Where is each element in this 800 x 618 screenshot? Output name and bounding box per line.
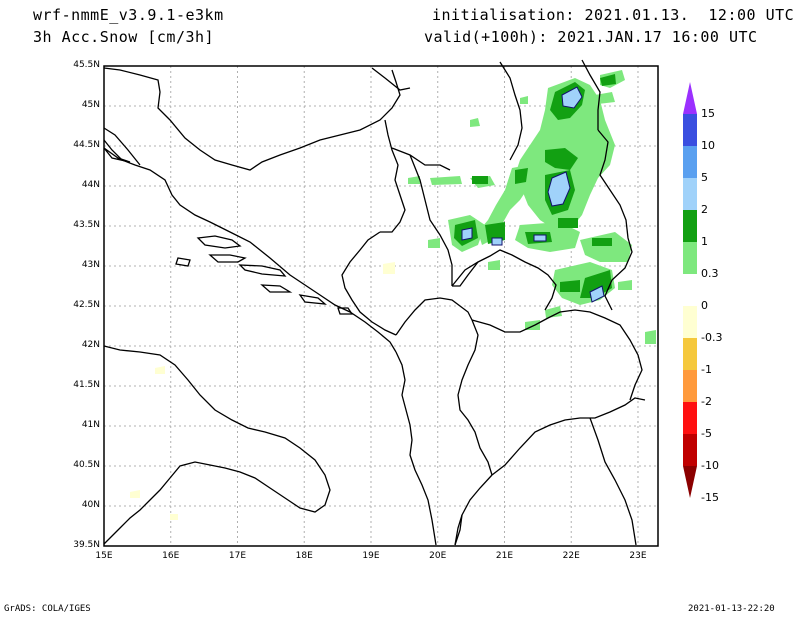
colorbar-top-arrow bbox=[683, 82, 697, 114]
colorbar-label: -0.3 bbox=[701, 331, 723, 344]
lat-label: 40N bbox=[81, 500, 100, 510]
colorbar-segment bbox=[683, 242, 697, 274]
lat-label: 45.5N bbox=[73, 60, 100, 70]
colorbar-segment bbox=[683, 274, 697, 306]
colorbar-segment bbox=[683, 210, 697, 242]
field-title: 3h Acc.Snow [cm/3h] bbox=[33, 28, 215, 46]
colorbar-segment bbox=[683, 370, 697, 402]
colorbar-label: -5 bbox=[701, 427, 712, 440]
lat-label: 45N bbox=[81, 100, 100, 110]
lon-label: 17E bbox=[228, 551, 247, 561]
lat-label: 44.5N bbox=[73, 140, 100, 150]
snow-field bbox=[130, 70, 656, 520]
snow-0.3-1 bbox=[408, 70, 656, 344]
valid-time: valid(+100h): 2021.JAN.17 16:00 UTC bbox=[424, 28, 758, 46]
lat-label: 41.5N bbox=[73, 380, 100, 390]
lat-label: 42N bbox=[81, 340, 100, 350]
colorbar-segment bbox=[683, 114, 697, 146]
lon-label: 23E bbox=[629, 551, 647, 561]
colorbar-label: -1 bbox=[701, 363, 712, 376]
coastlines bbox=[103, 127, 463, 546]
lon-label: 15E bbox=[95, 551, 113, 561]
map-frame bbox=[103, 65, 659, 547]
colorbar-bottom-arrow bbox=[683, 466, 697, 498]
colorbar-segment bbox=[683, 146, 697, 178]
colorbar-segment bbox=[683, 434, 697, 466]
colorbar-label: 5 bbox=[701, 171, 708, 184]
initialisation-time: initialisation: 2021.01.13. 12:00 UTC bbox=[432, 6, 795, 24]
colorbar-segment bbox=[683, 178, 697, 210]
colorbar-label: 0.3 bbox=[701, 267, 719, 280]
lon-label: 18E bbox=[295, 551, 313, 561]
lat-label: 39.5N bbox=[73, 540, 100, 550]
country-borders bbox=[103, 59, 646, 546]
model-title: wrf-nmmE_v3.9.1-e3km bbox=[33, 6, 224, 24]
lat-label: 42.5N bbox=[73, 300, 100, 310]
colorbar-label: -2 bbox=[701, 395, 712, 408]
colorbar-segment bbox=[683, 402, 697, 434]
lon-label: 20E bbox=[429, 551, 447, 561]
timestamp-label: 2021-01-13-22:20 bbox=[688, 604, 775, 614]
lon-label: 16E bbox=[162, 551, 180, 561]
lat-label: 44N bbox=[81, 180, 100, 190]
lat-label: 41N bbox=[81, 420, 100, 430]
colorbar-label: 0 bbox=[701, 299, 708, 312]
colorbar-segment bbox=[683, 338, 697, 370]
lon-label: 21E bbox=[495, 551, 514, 561]
snow-negative bbox=[130, 262, 395, 520]
credit-label: GrADS: COLA/IGES bbox=[4, 604, 91, 614]
colorbar-label: 10 bbox=[701, 139, 715, 152]
snow-2-5 bbox=[461, 86, 605, 303]
lat-label: 43.5N bbox=[73, 220, 100, 230]
colorbar-label: 1 bbox=[701, 235, 708, 248]
lon-label: 19E bbox=[362, 551, 380, 561]
colorbar-label: -15 bbox=[701, 491, 719, 504]
lat-label: 43N bbox=[81, 260, 100, 270]
colorbar-label: -10 bbox=[701, 459, 719, 472]
lon-label: 22E bbox=[562, 551, 580, 561]
lat-label: 40.5N bbox=[73, 460, 100, 470]
colorbar-label: 15 bbox=[701, 107, 715, 120]
colorbar-label: 2 bbox=[701, 203, 708, 216]
colorbar-segment bbox=[683, 306, 697, 338]
colorbar bbox=[683, 82, 697, 498]
